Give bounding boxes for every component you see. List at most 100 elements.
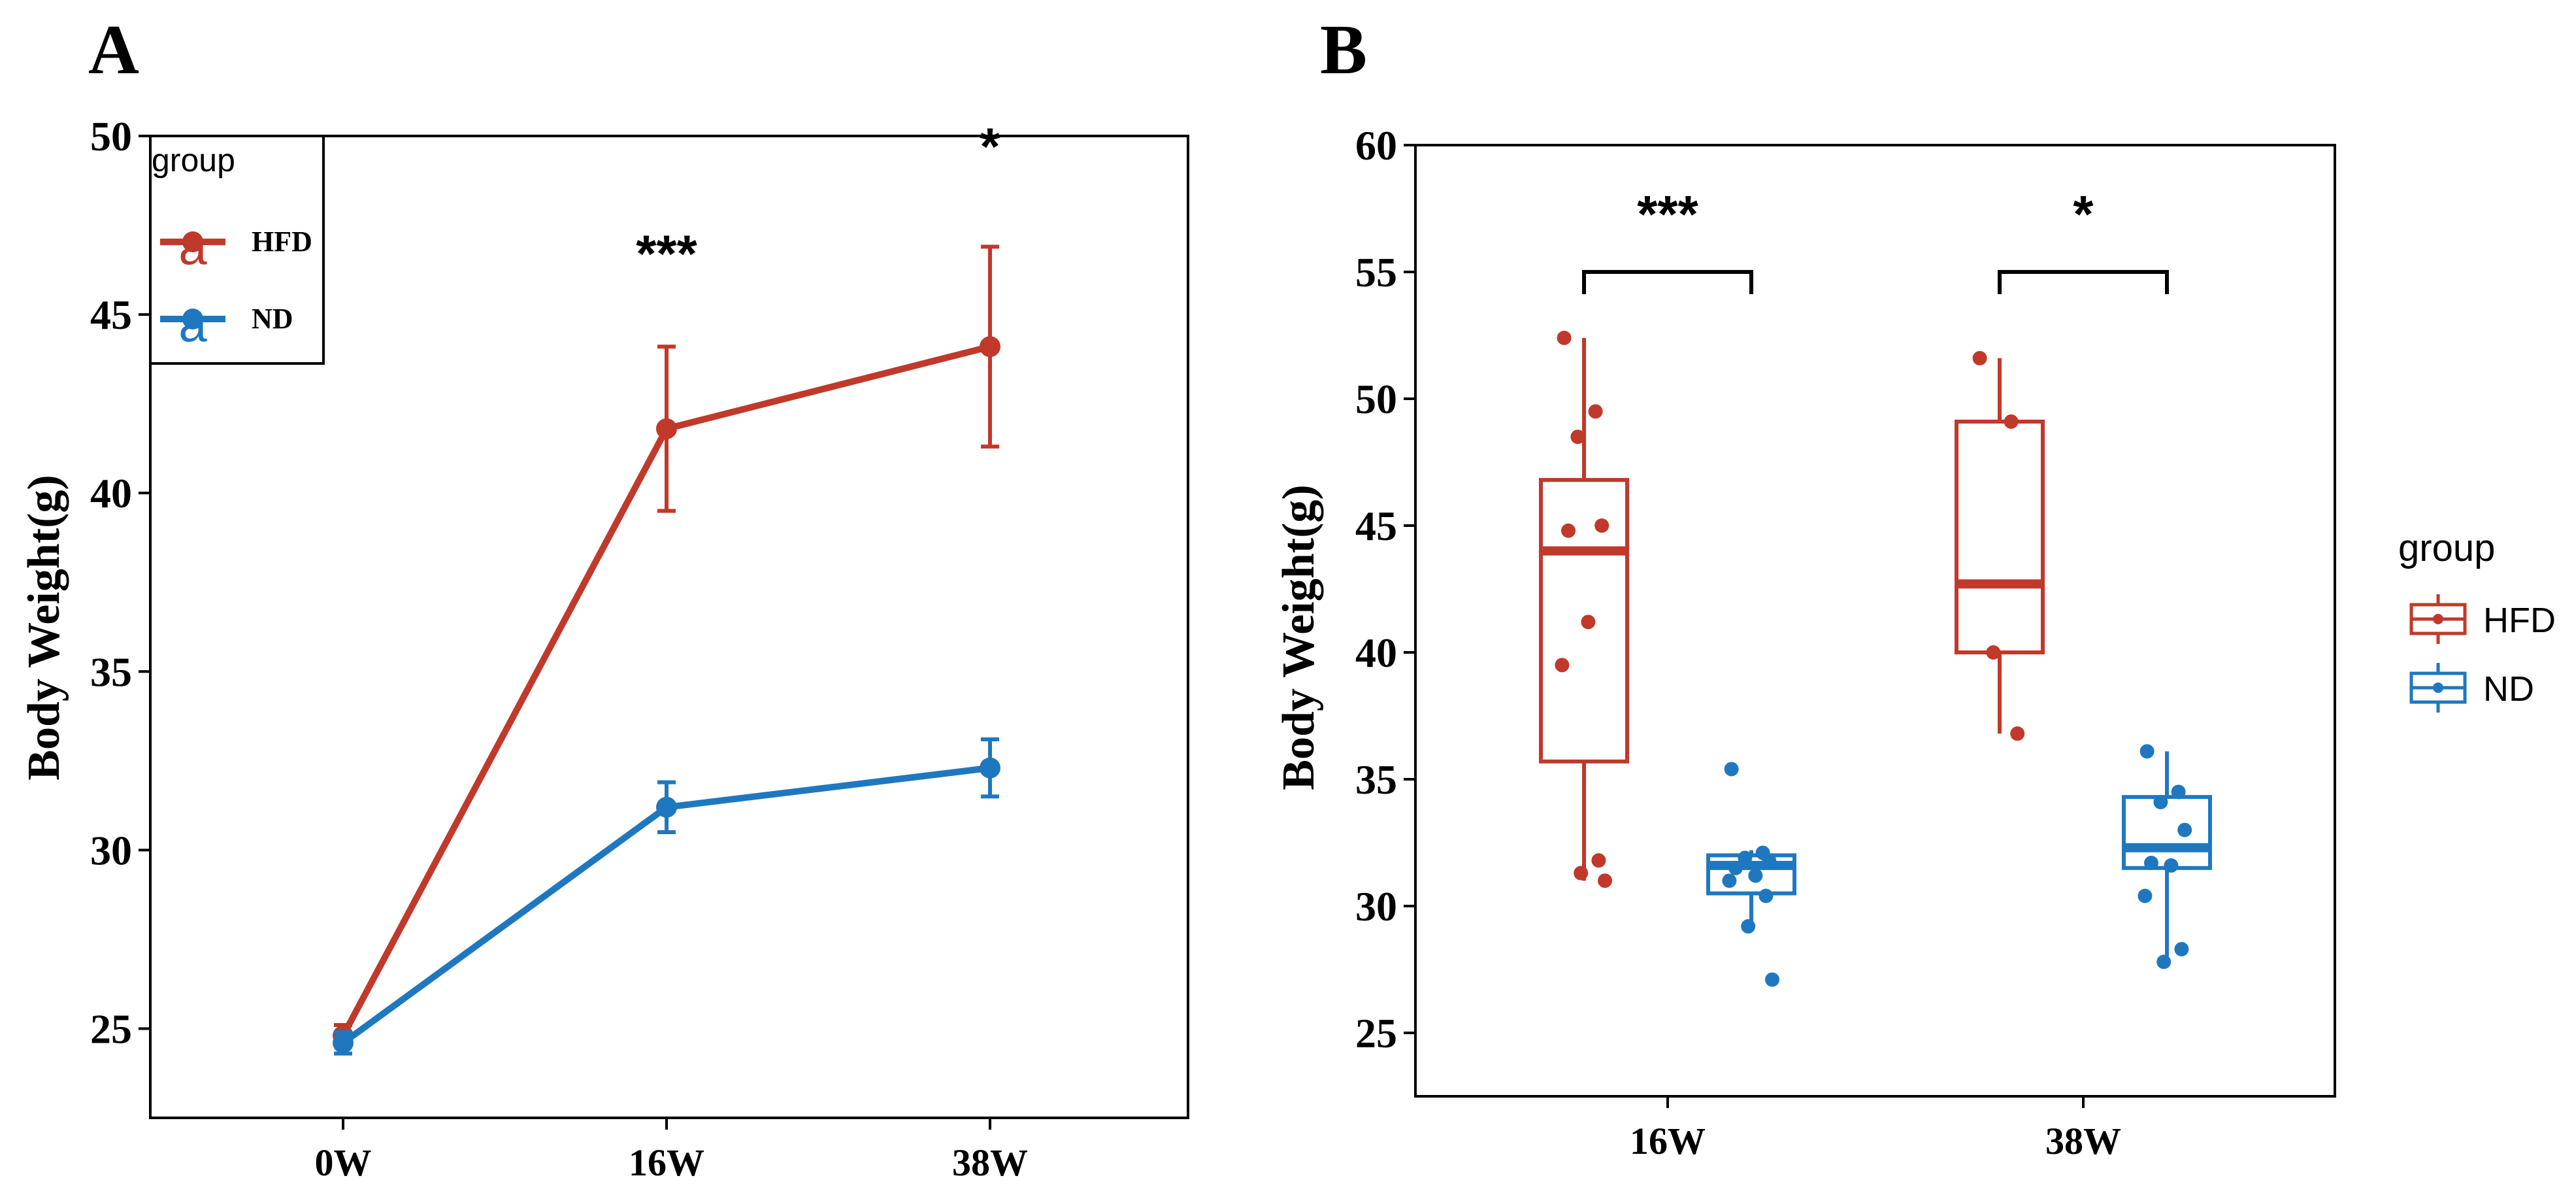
legend-label: HFD (252, 226, 312, 258)
data-point (980, 757, 1000, 779)
y-tick-label: 60 (1355, 122, 1397, 169)
x-tick-label: 0W (315, 1141, 372, 1184)
data-point (1557, 330, 1572, 345)
y-tick-label: 35 (1355, 756, 1397, 803)
data-point (1555, 658, 1570, 673)
data-point (1724, 762, 1739, 777)
data-point (1748, 868, 1763, 883)
panel-a-legend-title: group (152, 142, 235, 178)
panel-b-boxes (1539, 330, 2212, 987)
panel-b-legend-title: group (2398, 527, 2495, 569)
data-point (2171, 784, 2186, 799)
legend-label: ND (252, 303, 293, 335)
x-tick-label: 16W (629, 1141, 704, 1184)
panel-a-plot-frame (149, 135, 1189, 1119)
panel-b-annotations: *** * (1582, 185, 2169, 294)
legend-glyph: a (178, 295, 207, 352)
panel-a-y-axis: 25 30 35 40 45 50 (90, 113, 150, 1052)
panel-b-legend: group HFD ND (2398, 527, 2556, 713)
box-nd-38w (2122, 744, 2212, 969)
panel-a-label: A (88, 11, 139, 89)
x-tick-label: 38W (952, 1141, 1028, 1184)
y-tick-label: 30 (1355, 883, 1397, 930)
data-point (1570, 429, 1585, 445)
legend-point (182, 309, 203, 329)
data-point (980, 336, 1000, 358)
panel-a-legend: group a HFD a ND (149, 135, 325, 365)
y-tick-label: 25 (90, 1005, 132, 1052)
legend-item-nd: ND (2409, 663, 2534, 713)
data-point (1986, 645, 2001, 660)
legend-item-hfd: HFD (2409, 594, 2556, 644)
significance-bracket (1582, 270, 1753, 294)
data-point (656, 796, 677, 818)
data-point (1762, 853, 1777, 868)
data-point (1561, 523, 1576, 538)
significance-bracket (1998, 270, 2169, 294)
data-point (2174, 941, 2189, 956)
panel-a-annotations: **** (636, 118, 1000, 283)
data-point (1728, 860, 1743, 875)
legend-point (2433, 682, 2443, 693)
panel-a-x-axis: 0W 16W 38W (315, 1118, 1028, 1184)
significance-label: * (980, 118, 1000, 176)
data-point (1759, 888, 1774, 903)
data-point (1741, 919, 1756, 934)
panel-a-series (333, 244, 1000, 1056)
data-point (656, 418, 677, 439)
y-tick-label: 30 (90, 827, 132, 873)
data-point (2010, 726, 2025, 741)
panel-b-plot-frame (1414, 144, 2336, 1098)
y-tick-label: 35 (90, 648, 132, 695)
data-point (1574, 866, 1589, 881)
data-point (2177, 822, 2192, 837)
y-tick-label: 40 (1355, 630, 1397, 676)
data-point (2144, 856, 2158, 871)
y-tick-label: 40 (90, 470, 132, 516)
panel-a-line-chart: A Body Weight(g) 25 30 35 40 45 50 0W 16W 38W *… (19, 11, 1189, 1184)
data-point (1722, 873, 1737, 888)
data-point (1738, 850, 1753, 866)
data-point (1594, 518, 1610, 533)
panel-a-legend-box (149, 135, 325, 365)
box-hfd-16w (1539, 330, 1629, 888)
series-nd (333, 737, 1000, 1056)
data-point (2139, 744, 2155, 759)
legend-glyph: a (178, 218, 207, 275)
box-iqr (2122, 795, 2212, 870)
data-point (1598, 873, 1612, 888)
panel-b-ylabel: Body Weight(g) (1274, 484, 1324, 790)
y-tick-label: 55 (1355, 249, 1397, 295)
y-tick-label: 50 (90, 113, 132, 160)
panel-b-box-chart: B Body Weight(g) 25 30 35 40 45 50 55 60 16W 38W… (1274, 11, 2556, 1162)
data-point (2004, 414, 2019, 429)
panel-a-ylabel: Body Weight(g) (19, 475, 69, 780)
y-tick-label: 45 (90, 292, 132, 338)
box-nd-16w (1706, 762, 1796, 987)
y-tick-label: 25 (1355, 1010, 1397, 1056)
data-point (2138, 888, 2153, 903)
y-tick-label: 50 (1355, 376, 1397, 422)
data-point (333, 1032, 354, 1054)
data-point (1765, 972, 1779, 987)
panel-b-label: B (1320, 11, 1367, 89)
significance-label: *** (636, 225, 697, 283)
legend-item-hfd: a HFD (160, 218, 312, 275)
legend-label: ND (2483, 669, 2534, 709)
data-point (2164, 858, 2179, 873)
significance-label: * (2073, 185, 2094, 243)
panel-b-x-axis: 16W 38W (1630, 1096, 2121, 1162)
data-point (2156, 954, 2171, 969)
data-point (1588, 404, 1603, 419)
legend-label: HFD (2483, 601, 2556, 640)
x-tick-label: 16W (1630, 1120, 1706, 1162)
box-hfd-38w (1955, 350, 2045, 741)
data-point (1591, 853, 1606, 868)
box-iqr (1955, 419, 2045, 654)
x-tick-label: 38W (2045, 1120, 2121, 1162)
panel-b-y-axis: 25 30 35 40 45 50 55 60 (1355, 122, 1415, 1056)
data-point (1581, 614, 1596, 630)
y-tick-label: 45 (1355, 503, 1397, 549)
legend-point (2433, 614, 2443, 624)
